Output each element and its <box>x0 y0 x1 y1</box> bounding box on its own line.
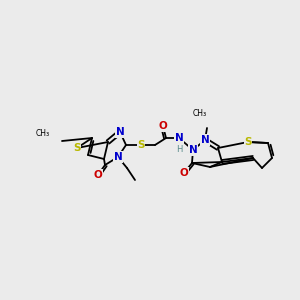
Text: N: N <box>189 145 197 155</box>
Text: S: S <box>137 140 145 150</box>
Text: H: H <box>176 145 182 154</box>
Text: CH₃: CH₃ <box>193 109 207 118</box>
Text: O: O <box>159 121 167 131</box>
Text: CH₃: CH₃ <box>36 130 50 139</box>
Text: N: N <box>114 152 122 162</box>
Text: O: O <box>180 168 188 178</box>
Text: O: O <box>94 170 102 180</box>
Text: S: S <box>244 137 252 147</box>
Text: S: S <box>73 143 81 153</box>
Text: N: N <box>175 133 183 143</box>
Text: N: N <box>116 127 124 137</box>
Text: N: N <box>201 135 209 145</box>
